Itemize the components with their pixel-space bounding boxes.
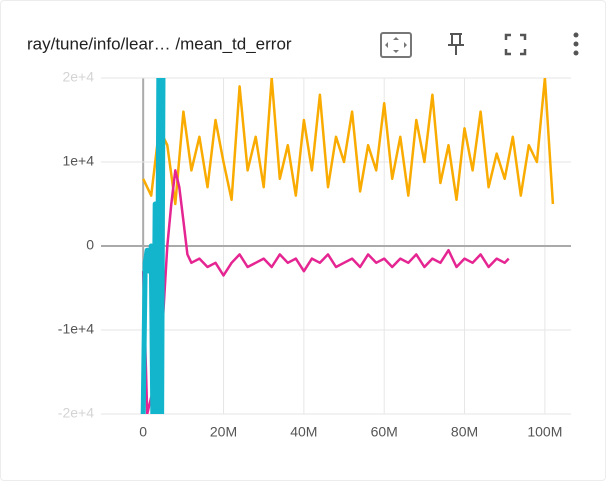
x-tick-label: 100M bbox=[527, 424, 562, 440]
series-line bbox=[140, 78, 166, 414]
pin-icon[interactable] bbox=[448, 33, 464, 55]
y-tick-label: 2e+4 bbox=[62, 69, 94, 85]
plot-area bbox=[140, 78, 555, 414]
grid bbox=[101, 77, 571, 415]
more-icon[interactable] bbox=[573, 32, 579, 56]
y-tick-label: -1e+4 bbox=[58, 321, 94, 337]
y-tick-label: -2e+4 bbox=[58, 405, 94, 421]
x-tick-label: 0 bbox=[139, 424, 147, 440]
chart-title: ray/tune/info/lear… /mean_td_error bbox=[27, 34, 292, 53]
y-tick-label: 0 bbox=[86, 237, 94, 253]
tick-labels: 0 20M 40M 60M 80M 100M -2e+4 -1e+4 0 1e+4 2e+4 bbox=[58, 69, 563, 440]
x-tick-label: 20M bbox=[210, 424, 237, 440]
x-tick-label: 40M bbox=[290, 424, 317, 440]
x-tick-label: 80M bbox=[451, 424, 478, 440]
series-line bbox=[141, 169, 510, 414]
x-tick-label: 60M bbox=[371, 424, 398, 440]
y-tick-label: 1e+4 bbox=[62, 153, 94, 169]
series-line bbox=[142, 78, 555, 206]
fit-domain-icon[interactable] bbox=[380, 32, 412, 58]
fullscreen-icon[interactable] bbox=[504, 33, 527, 56]
